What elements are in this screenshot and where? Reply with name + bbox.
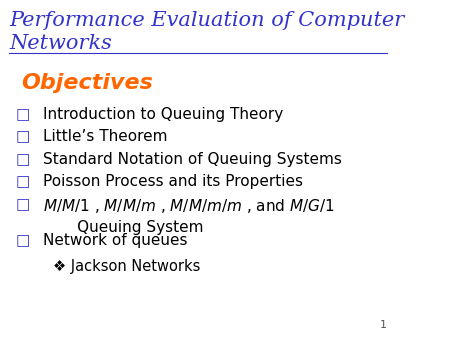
Text: □: □ xyxy=(15,107,30,122)
Text: Network of queues: Network of queues xyxy=(43,233,187,248)
Text: Objectives: Objectives xyxy=(21,73,153,94)
Text: Performance Evaluation of Computer
Networks: Performance Evaluation of Computer Netwo… xyxy=(9,11,405,53)
Text: 1: 1 xyxy=(380,320,387,330)
Text: Introduction to Queuing Theory: Introduction to Queuing Theory xyxy=(43,107,283,122)
Text: $M/M/1$ , $M/M/m$ , $M/M/m/m$ , and $M/G/1$
       Queuing System: $M/M/1$ , $M/M/m$ , $M/M/m/m$ , and $M/G… xyxy=(43,197,335,235)
Text: Standard Notation of Queuing Systems: Standard Notation of Queuing Systems xyxy=(43,152,342,167)
Text: □: □ xyxy=(15,152,30,167)
Text: □: □ xyxy=(15,197,30,212)
Text: □: □ xyxy=(15,174,30,189)
Text: ❖ Jackson Networks: ❖ Jackson Networks xyxy=(53,259,200,273)
Text: □: □ xyxy=(15,233,30,248)
Text: Poisson Process and its Properties: Poisson Process and its Properties xyxy=(43,174,303,189)
Text: Little’s Theorem: Little’s Theorem xyxy=(43,129,167,144)
Text: □: □ xyxy=(15,129,30,144)
